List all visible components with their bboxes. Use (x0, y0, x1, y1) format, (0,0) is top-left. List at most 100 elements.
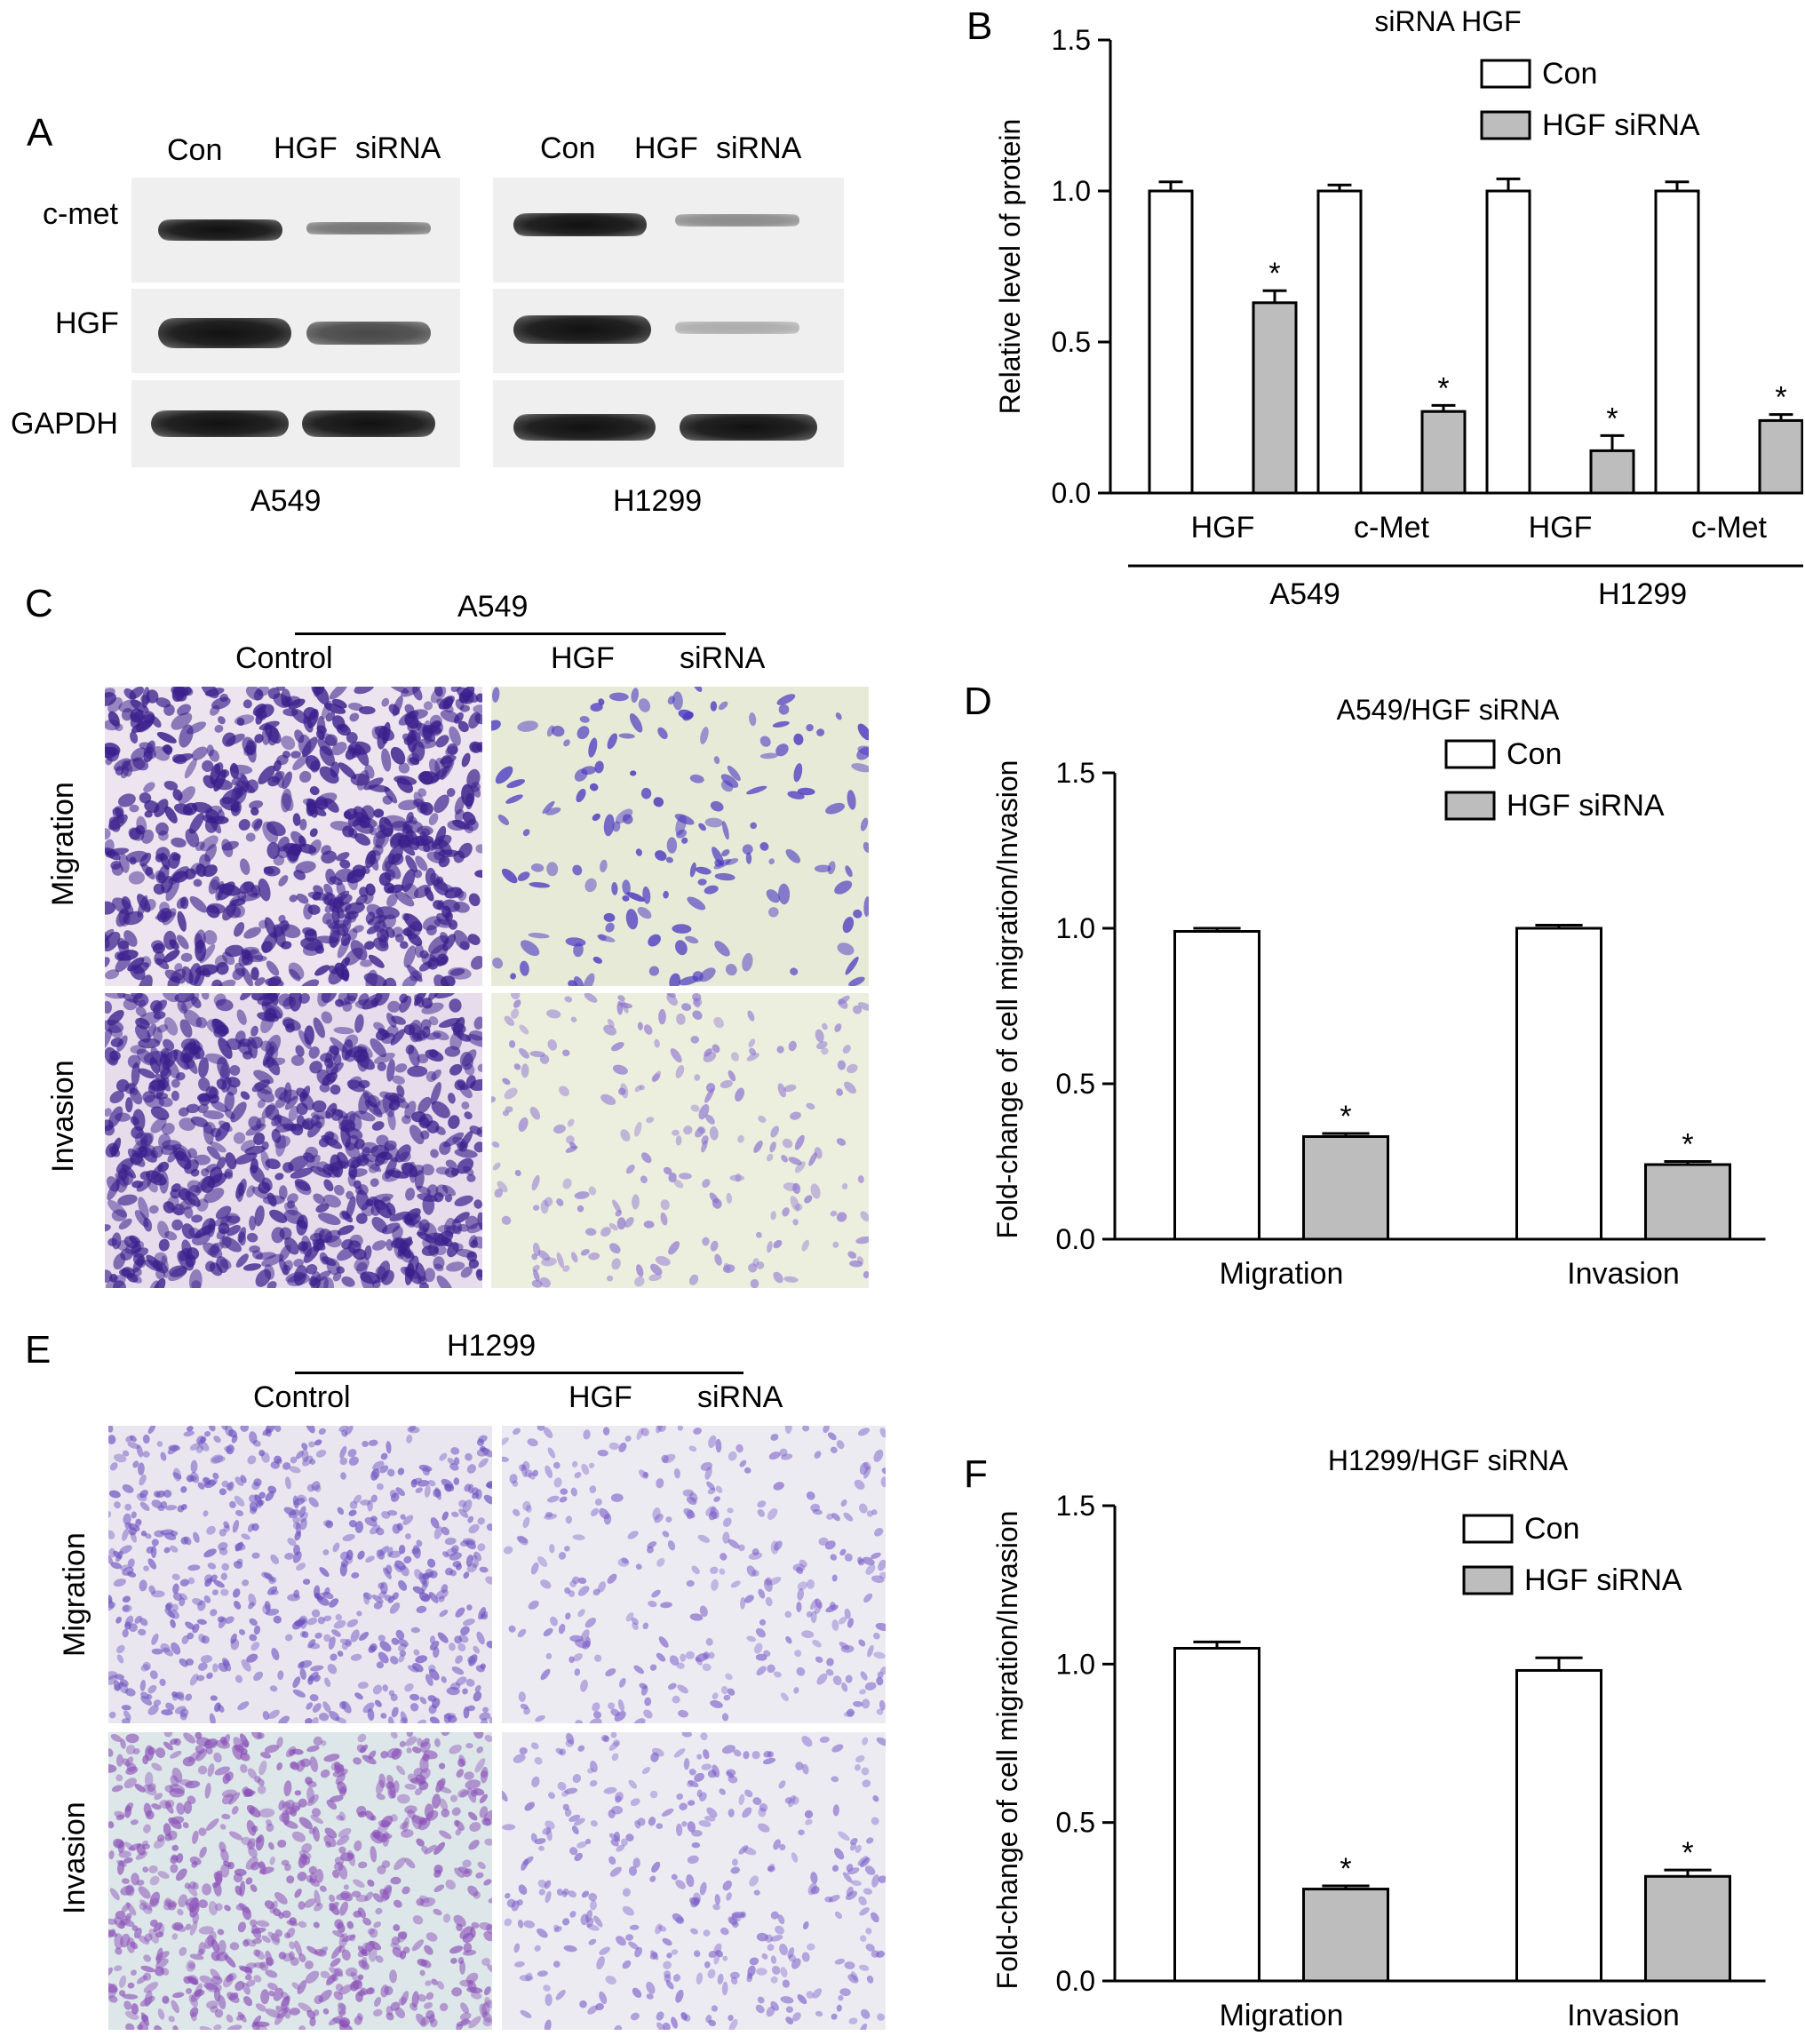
stained-cell (791, 1796, 799, 1805)
stained-cell (224, 1954, 236, 1968)
stained-cell (315, 1450, 327, 1458)
stained-cell (771, 1966, 781, 1975)
stained-cell (261, 1571, 273, 1579)
stained-cell (631, 688, 640, 704)
stained-cell (340, 1472, 346, 1480)
stained-cell (118, 1218, 132, 1230)
stained-cell (159, 1171, 169, 1194)
stained-cell (389, 832, 407, 847)
stained-cell (242, 1982, 250, 1995)
stained-cell (266, 960, 280, 976)
stained-cell (131, 1062, 140, 1086)
stained-cell (345, 1426, 354, 1436)
stained-cell (829, 1894, 840, 1903)
stained-cell (459, 2012, 472, 2021)
stained-cell (847, 1063, 858, 1074)
stained-cell (466, 1251, 478, 1262)
stained-cell (827, 861, 836, 875)
stained-cell (468, 1235, 478, 1248)
stained-cell (646, 1981, 656, 1994)
stained-cell (232, 967, 244, 981)
stained-cell (258, 1491, 266, 1499)
stained-cell (368, 784, 390, 792)
stained-cell (767, 1944, 775, 1952)
stained-cell (569, 1911, 576, 1918)
stained-cell (248, 1602, 255, 1610)
stained-cell (107, 1009, 124, 1026)
stained-cell (801, 1239, 809, 1252)
stained-cell (671, 2016, 678, 2029)
stained-cell (451, 1807, 461, 1817)
stained-cell (691, 1830, 703, 1837)
stained-cell (597, 1449, 608, 1457)
stained-cell (174, 993, 195, 1003)
stained-cell (468, 1811, 478, 1821)
stained-cell (651, 1073, 661, 1082)
stained-cell (130, 964, 146, 981)
stained-cell (827, 1432, 837, 1441)
stained-cell (190, 1116, 209, 1127)
stained-cell (125, 1902, 137, 1916)
stained-cell (866, 1975, 874, 1984)
legend-label: HGF siRNA (1542, 108, 1700, 142)
stained-cell (836, 1440, 845, 1450)
stained-cell (284, 1552, 294, 1560)
stained-cell (378, 816, 394, 838)
stained-cell (301, 1631, 309, 1638)
stained-cell (738, 1845, 749, 1855)
stained-cell (195, 1732, 203, 1739)
stained-cell (620, 1083, 629, 1099)
stained-cell (301, 1443, 308, 1451)
stained-cell (354, 1138, 365, 1149)
stained-cell (278, 875, 289, 887)
y-tick-label: 1.0 (1056, 1648, 1095, 1680)
stained-cell (660, 1199, 670, 1211)
y-tick-label: 0.5 (1056, 1068, 1095, 1100)
stained-cell (398, 1545, 406, 1555)
stained-cell (795, 1762, 804, 1770)
stained-cell (467, 1885, 479, 1897)
stained-cell (255, 1949, 265, 1960)
stained-cell (666, 837, 678, 854)
stained-cell (253, 1625, 261, 1635)
stained-cell (377, 1062, 386, 1071)
stained-cell (331, 742, 347, 756)
stained-cell (457, 1758, 465, 1768)
stained-cell (165, 1702, 175, 1711)
stained-cell (306, 1794, 319, 1807)
stained-cell (444, 911, 453, 922)
stained-cell (824, 1540, 836, 1550)
stained-cell (255, 1269, 272, 1287)
stained-cell (473, 1199, 482, 1209)
stained-cell (203, 1123, 214, 1145)
stained-cell (412, 687, 423, 701)
significance-mark: * (1437, 371, 1449, 405)
stained-cell (785, 848, 801, 863)
stained-cell (770, 1125, 780, 1138)
stained-cell (791, 1958, 801, 1969)
stained-cell (243, 927, 261, 939)
stained-cell (355, 1189, 370, 1211)
stained-cell (679, 1802, 688, 1811)
stained-cell (528, 1472, 536, 1480)
stained-cell (632, 1987, 642, 1999)
stained-cell (234, 714, 255, 726)
stained-cell (646, 1993, 654, 2000)
stained-cell (244, 1974, 252, 1981)
stained-cell (390, 1876, 402, 1885)
stained-cell (154, 1530, 165, 1538)
stained-cell (727, 1688, 736, 1696)
stained-cell (204, 1783, 211, 1799)
stained-cell (522, 1500, 531, 1511)
stained-cell (522, 1460, 530, 1471)
stained-cell (569, 1141, 576, 1149)
stained-cell (673, 1179, 684, 1189)
stained-cell (806, 1491, 815, 1500)
legend-swatch (1480, 110, 1531, 140)
stained-cell (349, 712, 360, 722)
stained-cell (656, 1652, 666, 1662)
stained-cell (237, 1921, 246, 1933)
stained-cell (707, 1770, 717, 1778)
stained-cell (143, 749, 153, 763)
panel-letter-e: E (25, 1328, 52, 1372)
